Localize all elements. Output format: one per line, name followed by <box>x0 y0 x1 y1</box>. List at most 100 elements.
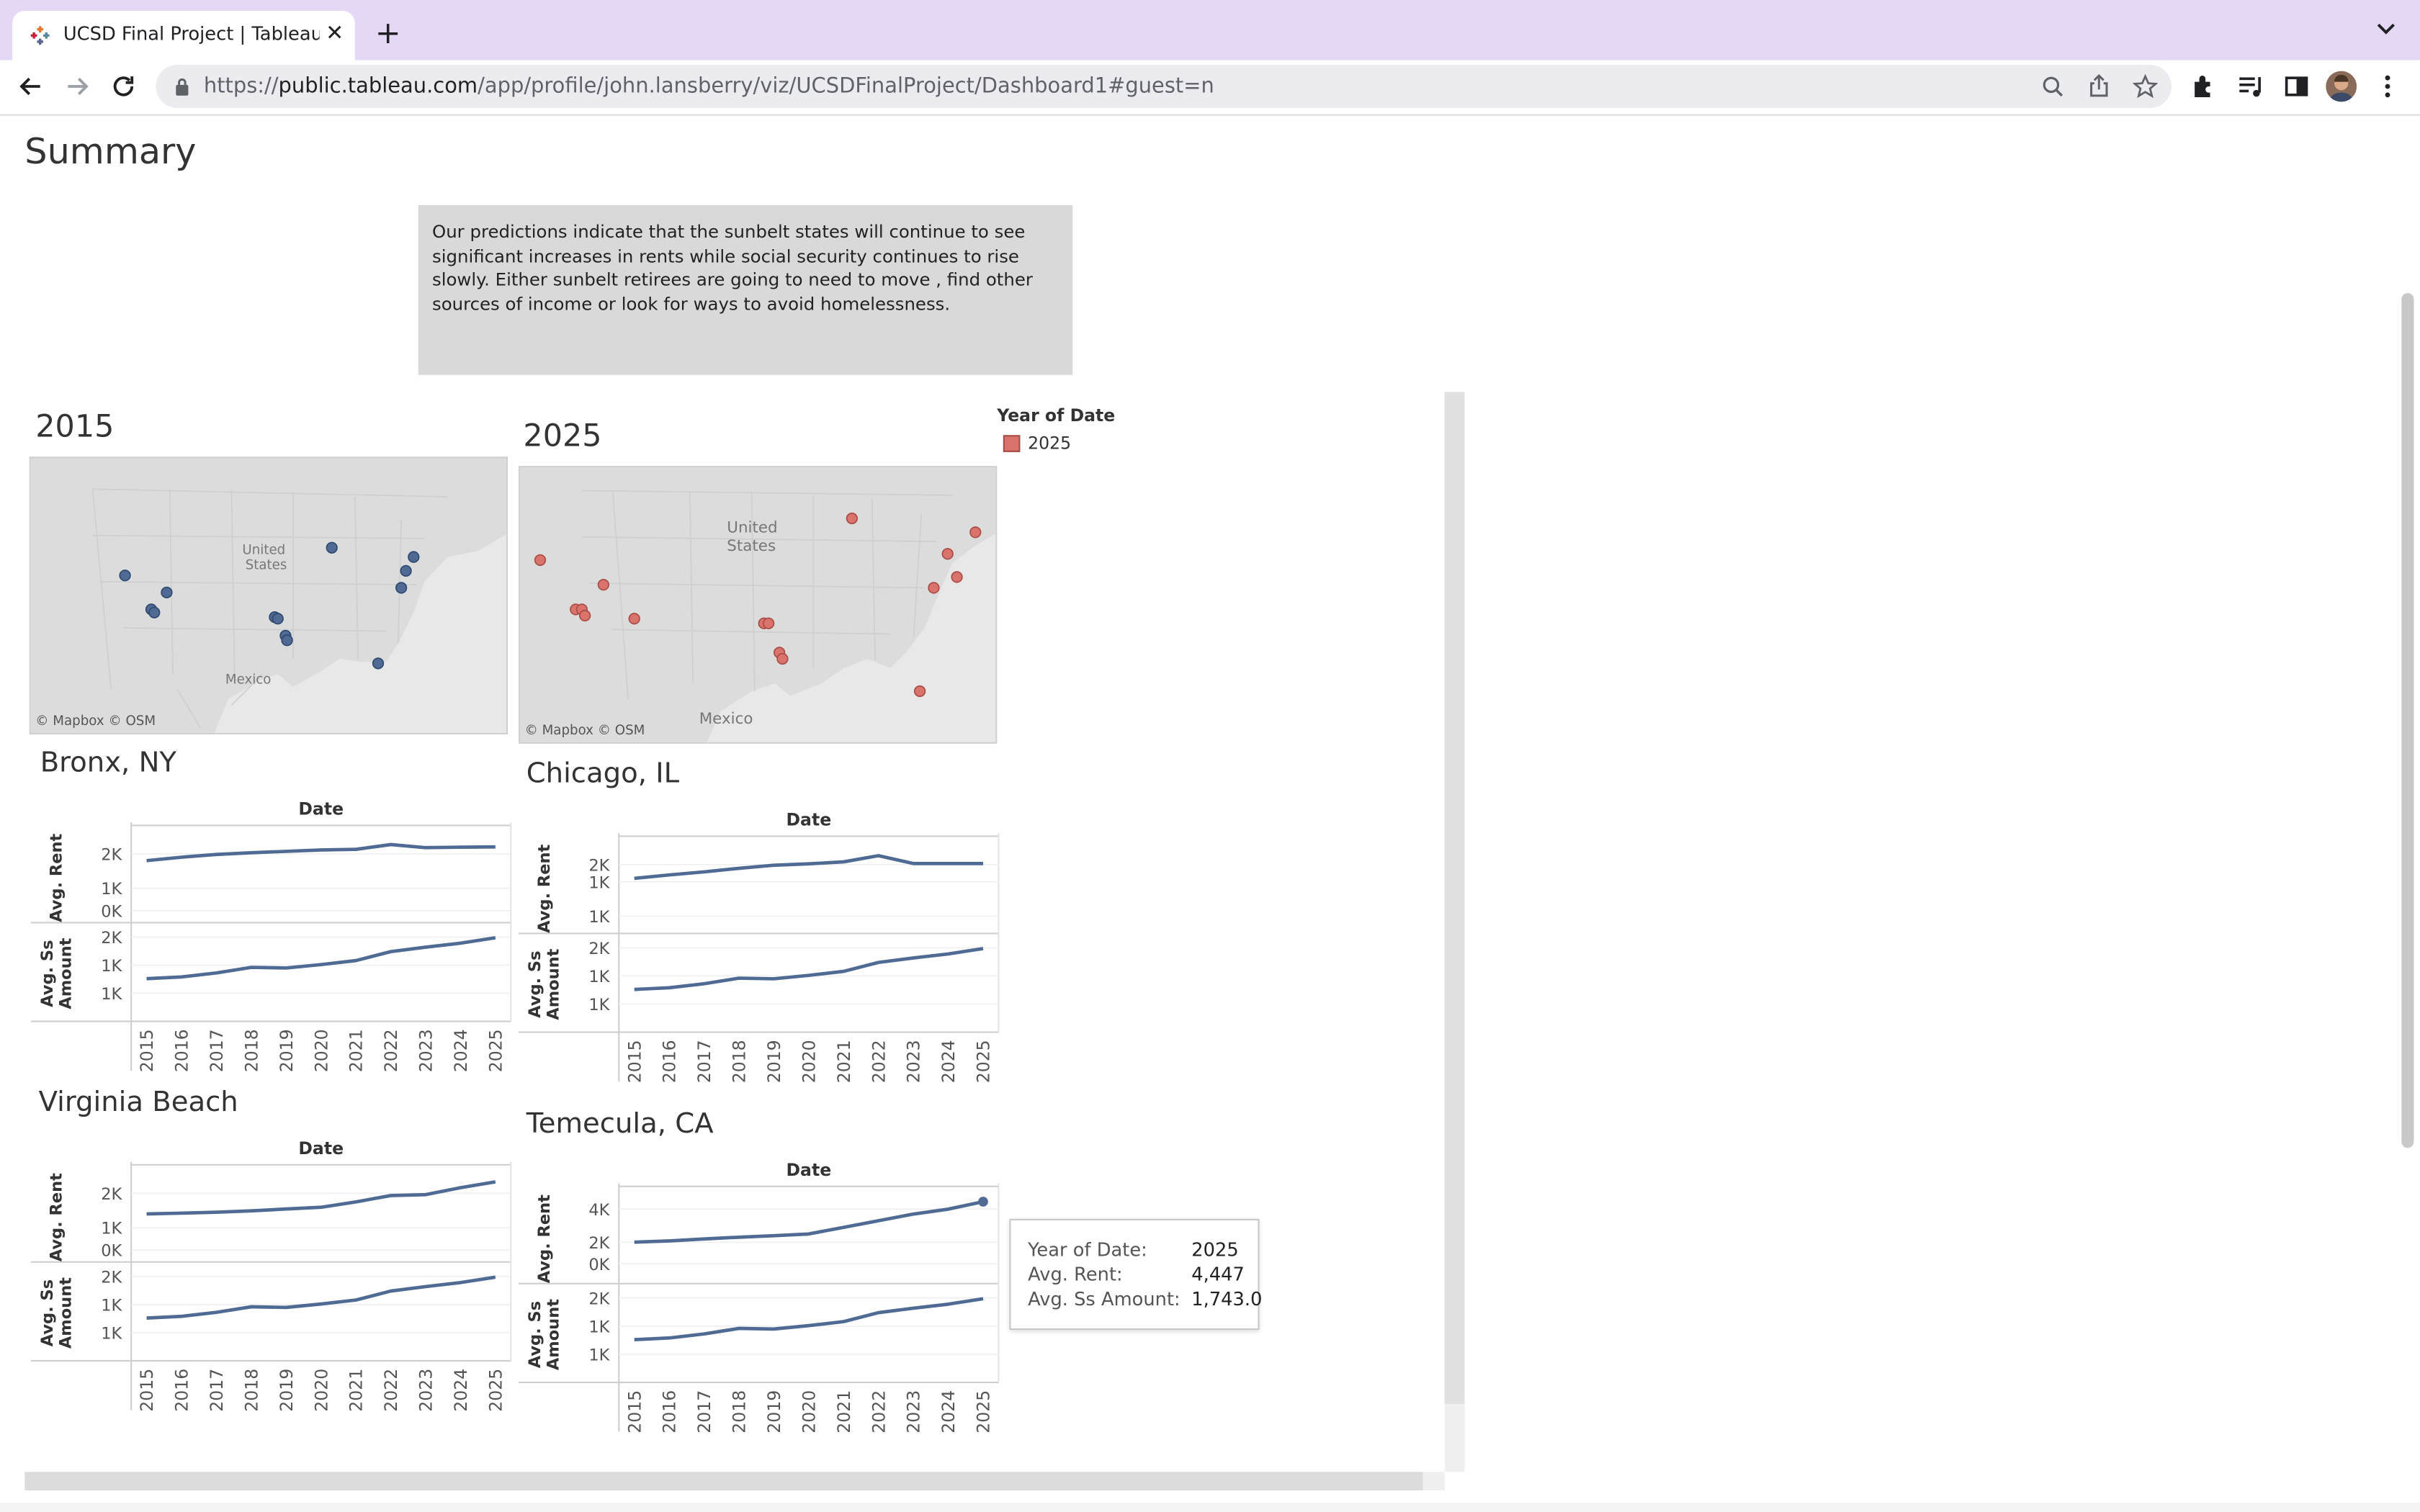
lock-icon[interactable] <box>174 77 189 96</box>
line-chart-virginia-beach[interactable]: Date Avg. Rent 2K 1K 0K Avg. Ss Amount 2K 1K 1K 20… <box>30 1134 517 1419</box>
url-scheme: https:// <box>203 73 279 99</box>
arrow-left-icon[interactable] <box>17 73 45 101</box>
map-2015-point-10[interactable] <box>400 564 412 577</box>
dashboard-vertical-scroll-track[interactable] <box>1444 1403 1465 1472</box>
map-2025-point-9[interactable] <box>776 652 789 665</box>
map-2025-point-4[interactable] <box>597 578 609 591</box>
chart-title-chicago: Chicago, IL <box>526 757 680 791</box>
map-2025-label-mexico: Mexico <box>699 710 753 728</box>
virginia-beach-pane1-tick-2: 1K <box>101 1324 122 1343</box>
virginia-beach-pane0-tick-0: 2K <box>101 1185 122 1204</box>
map-2015-point-12[interactable] <box>372 657 385 670</box>
line-chart-temecula[interactable]: Date Avg. Rent 4K 2K 0K Avg. Ss Amount 2K 1K 1K 20… <box>519 1156 1005 1441</box>
magnifier-icon[interactable] <box>2040 74 2065 99</box>
map-2025[interactable]: United States Mexico © Mapbox © OSM <box>519 466 998 744</box>
chicago-pane0-series-line[interactable] <box>634 854 983 881</box>
temecula-pane1-series-line[interactable] <box>634 1297 984 1341</box>
map-2025-point-0[interactable] <box>534 554 547 566</box>
map-2015-point-7[interactable] <box>281 634 293 647</box>
bronx-pane0-ylabel-0: Avg. Rent <box>48 833 66 922</box>
url-text[interactable]: https://public.tableau.com/app/profile/j… <box>204 74 1214 99</box>
map-2015-point-0[interactable] <box>119 570 131 582</box>
map-2015[interactable]: United States Mexico © Mapbox © OSM <box>29 456 508 734</box>
map-2015-point-8[interactable] <box>326 541 338 554</box>
arrow-right-icon[interactable] <box>63 73 91 101</box>
virginia-beach-pane1-ylabel-1: Amount <box>57 1277 76 1349</box>
dashboard-vertical-scrollbar[interactable] <box>1444 392 1465 1404</box>
map-2025-points[interactable] <box>534 512 982 698</box>
map-2015-attribution[interactable]: © Mapbox © OSM <box>35 714 156 730</box>
kebab-menu-icon[interactable] <box>2374 73 2402 101</box>
virginia-beach-xtick-2017: 2017 <box>207 1369 227 1412</box>
chicago-xtick-2022: 2022 <box>869 1040 889 1083</box>
tab-search-chevron-down-icon[interactable] <box>2377 22 2396 37</box>
virginia-beach-pane1-series-line[interactable] <box>146 1275 496 1320</box>
map-2025-point-15[interactable] <box>913 685 926 698</box>
map-2025-point-12[interactable] <box>951 571 963 583</box>
bronx-xtick-2016: 2016 <box>172 1029 192 1072</box>
map-2025-attribution[interactable]: © Mapbox © OSM <box>524 723 645 739</box>
chicago-xaxis-title: Date <box>786 809 832 829</box>
map-2025-point-11[interactable] <box>941 548 954 560</box>
virginia-beach-xtick-2019: 2019 <box>277 1369 297 1412</box>
map-2015-label-us-line1: United <box>242 542 285 557</box>
map-2025-canvas[interactable]: United States Mexico <box>520 467 997 744</box>
puzzle-icon[interactable] <box>2190 73 2218 101</box>
temecula-xtick-2015: 2015 <box>624 1390 645 1434</box>
chicago-pane0-tick-2: 1K <box>588 908 610 927</box>
temecula-highlight-point[interactable] <box>978 1197 988 1207</box>
bronx-xtick-2025: 2025 <box>485 1029 506 1072</box>
virginia-beach-xtick-2025: 2025 <box>485 1369 506 1412</box>
chicago-pane1-tick-2: 1K <box>588 996 610 1014</box>
map-2025-point-5[interactable] <box>628 613 640 625</box>
map-2015-point-3[interactable] <box>148 606 161 618</box>
map-2015-point-1[interactable] <box>161 586 173 598</box>
tooltip-label-ss: Avg. Ss Amount: <box>1028 1288 1180 1310</box>
map-2025-label-us-line1: United <box>727 518 777 536</box>
address-bar[interactable] <box>156 65 2172 108</box>
tooltip-row-rent: Avg. Rent: 4,447 <box>1028 1264 1245 1285</box>
map-2015-point-11[interactable] <box>395 582 408 594</box>
temecula-pane0-ylabel-0: Avg. Rent <box>535 1194 554 1283</box>
virginia-beach-xtick-2023: 2023 <box>416 1369 436 1412</box>
map-2015-canvas[interactable]: United States Mexico <box>30 458 508 734</box>
map-2015-points[interactable] <box>119 541 420 670</box>
map-2025-point-13[interactable] <box>928 582 940 594</box>
dashboard-horizontal-scroll-track[interactable] <box>1422 1472 1445 1490</box>
side-panel-icon[interactable] <box>2282 73 2311 101</box>
bronx-pane1-series-line[interactable] <box>146 936 496 981</box>
virginia-beach-pane0-series-line[interactable] <box>146 1180 496 1216</box>
chicago-pane1-series-line[interactable] <box>634 947 984 991</box>
media-queue-icon[interactable] <box>2236 73 2264 101</box>
tab-close-icon[interactable]: ✕ <box>326 22 344 47</box>
profile-avatar[interactable] <box>2326 71 2357 102</box>
map-2015-point-5[interactable] <box>272 613 284 625</box>
line-chart-bronx[interactable]: Date Avg. Rent 2K 1K 0K Avg. Ss Amount 2K 1K 1K 20… <box>30 795 517 1080</box>
temecula-xaxis-title: Date <box>786 1160 832 1180</box>
chicago-xtick-2021: 2021 <box>834 1040 854 1083</box>
map-2025-point-10[interactable] <box>846 512 858 525</box>
legend-swatch-2025[interactable] <box>1003 435 1021 452</box>
browser-tab-active[interactable]: UCSD Final Project | Tableau Public ✕ <box>12 11 355 60</box>
temecula-pane1-ylabel-0: Avg. Ss <box>526 1301 544 1368</box>
bronx-pane1-tick-2: 1K <box>101 985 122 1004</box>
map-2015-point-9[interactable] <box>408 551 420 563</box>
map-2025-point-3[interactable] <box>578 609 591 622</box>
share-icon[interactable] <box>2087 73 2111 99</box>
temecula-pane0-series-line[interactable] <box>634 1200 984 1244</box>
map-2025-point-7[interactable] <box>762 617 775 629</box>
page-vertical-scrollbar-thumb[interactable] <box>2401 293 2414 1148</box>
avatar-face-icon <box>2329 74 2354 102</box>
bronx-xaxis-title: Date <box>298 798 344 819</box>
new-tab-plus-icon[interactable]: + <box>375 14 401 51</box>
reload-icon[interactable] <box>109 73 138 101</box>
tableau-favicon-icon <box>30 26 50 45</box>
bronx-pane0-series-line[interactable] <box>146 842 496 863</box>
star-icon[interactable] <box>2133 73 2158 99</box>
legend-label-2025[interactable]: 2025 <box>1028 433 1072 454</box>
map-2025-point-14[interactable] <box>969 526 982 539</box>
temecula-xtick-2019: 2019 <box>764 1390 784 1434</box>
dashboard-horizontal-scrollbar[interactable] <box>24 1472 1423 1490</box>
url-host: public.tableau.com <box>278 73 478 99</box>
